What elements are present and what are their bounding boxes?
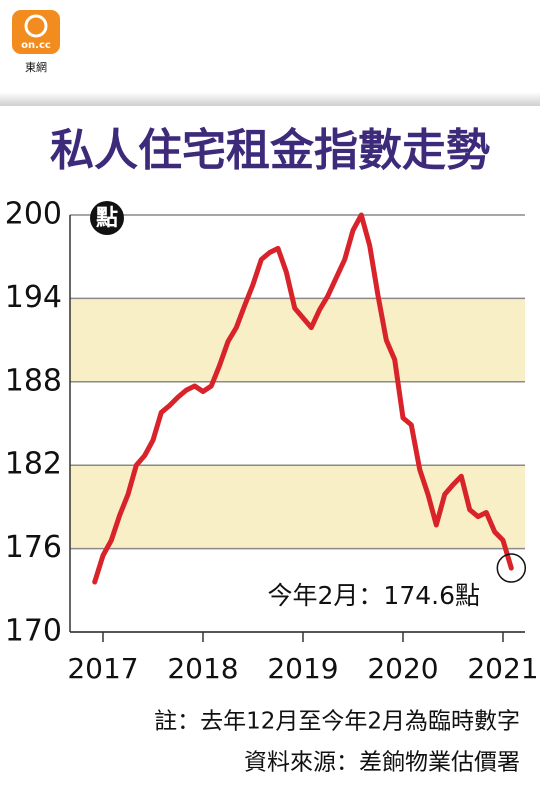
- y-tick-label: 176: [5, 530, 62, 565]
- x-tick-label: 2019: [267, 652, 338, 685]
- x-tick-label: 2020: [367, 652, 438, 685]
- y-tick-label: 170: [5, 614, 62, 649]
- y-tick-label: 188: [5, 363, 62, 398]
- y-tick-label: 200: [5, 197, 62, 232]
- note: 註：去年12月至今年2月為臨時數字: [154, 709, 520, 735]
- panel-shade: [0, 92, 540, 106]
- plot: 170 176 182 188 194 200 2017 2018 2019 2020 2021: [5, 197, 539, 686]
- x-tick-label: 2018: [167, 652, 238, 685]
- logo-mark: on.cc: [21, 40, 51, 51]
- unit-badge-bg: [90, 201, 124, 235]
- source: 資料來源：差餉物業估價署: [244, 750, 520, 776]
- x-tick-label: 2021: [467, 652, 538, 685]
- logo-icon: [24, 14, 48, 38]
- line: [92, 212, 514, 585]
- unit-badge: 點: [96, 206, 118, 231]
- band: [70, 465, 525, 549]
- highlight-ring: [496, 553, 527, 583]
- x-tick-label: 2017: [67, 652, 138, 685]
- y-tick-label: 194: [5, 280, 62, 315]
- annotation: 今年2月：174.6點: [268, 581, 480, 610]
- y-tick-label: 182: [5, 447, 62, 482]
- logo-name: 東網: [25, 60, 47, 74]
- chart-title: 私人住宅租金指數走勢: [50, 125, 490, 176]
- logo-box: [12, 10, 60, 54]
